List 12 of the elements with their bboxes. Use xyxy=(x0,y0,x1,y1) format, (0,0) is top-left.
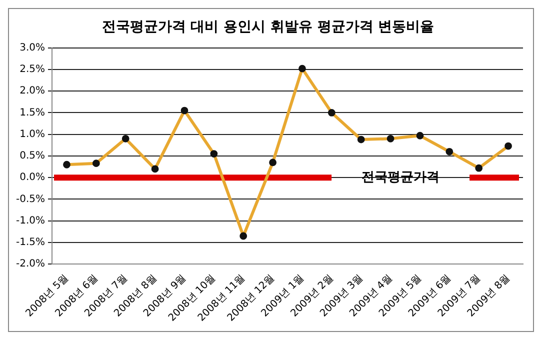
y-tick-label: 0.5% xyxy=(20,150,46,162)
y-tick-label: 2.0% xyxy=(20,86,46,97)
y-tick-label: -1.5% xyxy=(16,237,46,248)
y-tick-label: -0.5% xyxy=(16,194,46,205)
y-tick-label: 3.0% xyxy=(20,42,46,54)
chart-title: 전국평균가격 대비 용인시 휘발유 평균가격 변동비율 xyxy=(102,19,434,36)
y-tick-label: -1.0% xyxy=(16,215,46,226)
y-tick-label: 1.5% xyxy=(20,107,46,118)
y-tick-label: 0.0% xyxy=(20,172,46,184)
y-tick-label: -2.0% xyxy=(16,258,46,270)
y-tick-label: 2.5% xyxy=(20,64,46,76)
y-tick-label: 1.0% xyxy=(20,128,46,140)
